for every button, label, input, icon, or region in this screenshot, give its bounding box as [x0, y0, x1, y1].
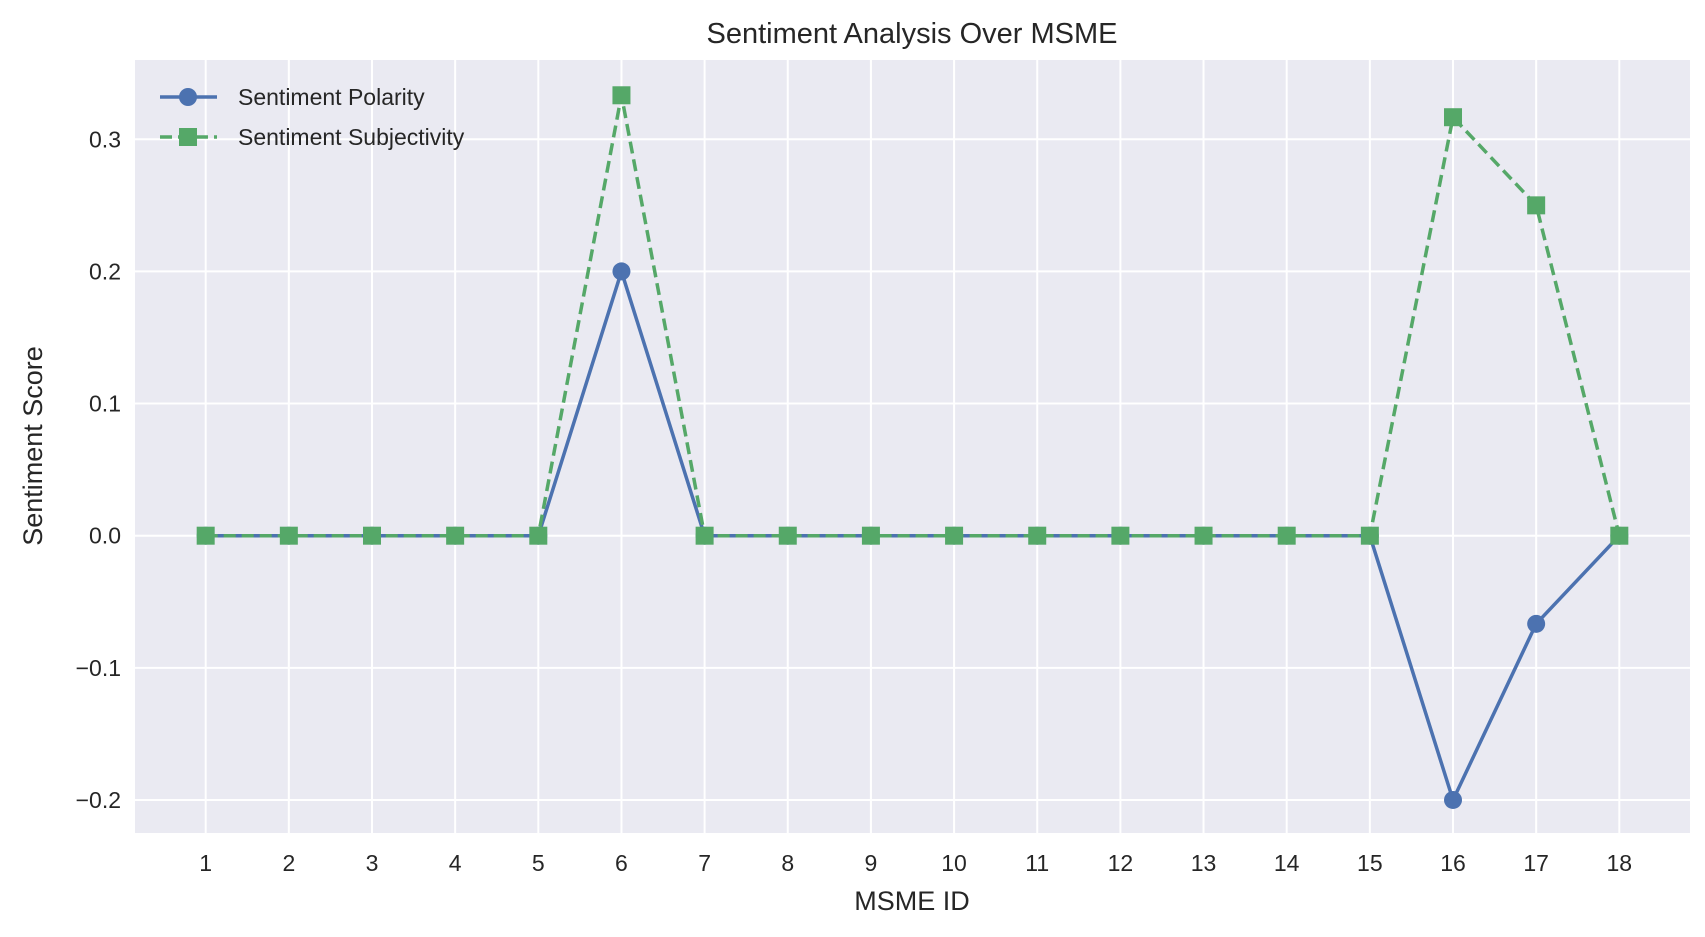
legend-marker-subjectivity [179, 128, 197, 146]
data-point-subjectivity [861, 526, 880, 545]
x-tick-label: 7 [698, 850, 711, 876]
y-tick-label: −0.2 [76, 787, 121, 813]
data-point-subjectivity [945, 526, 964, 545]
chart-title: Sentiment Analysis Over MSME [707, 18, 1118, 50]
data-point-polarity [1527, 614, 1546, 633]
x-tick-label: 15 [1357, 850, 1383, 876]
y-tick-label: 0.1 [89, 391, 121, 417]
x-tick-label: 5 [532, 850, 545, 876]
data-point-subjectivity [196, 526, 215, 545]
y-tick-label: −0.1 [76, 655, 121, 681]
tick-labels: 1 2 3 4 5 6 7 8 9 10 11 12 13 14 15 16 17 18−0.2−0.10.00.… [76, 126, 1633, 876]
data-point-subjectivity [1527, 196, 1546, 215]
data-point-subjectivity [612, 86, 631, 105]
series-line-subjectivity [205, 93, 1622, 538]
y-tick-label: 0.2 [89, 258, 121, 284]
x-tick-label: 14 [1274, 850, 1300, 876]
data-point-subjectivity [1360, 526, 1379, 545]
data-point-subjectivity [279, 526, 298, 545]
legend-label-subjectivity: Sentiment Subjectivity [238, 124, 465, 150]
data-point-subjectivity [362, 526, 381, 545]
y-tick-label: 0.0 [89, 523, 121, 549]
grid-lines [135, 60, 1690, 833]
y-axis-label: Sentiment Score [18, 346, 48, 546]
data-point-subjectivity [1028, 526, 1047, 545]
x-tick-label: 17 [1523, 850, 1549, 876]
data-point-subjectivity [1111, 526, 1130, 545]
x-tick-label: 8 [781, 850, 794, 876]
x-tick-label: 13 [1191, 850, 1217, 876]
x-tick-label: 16 [1440, 850, 1466, 876]
series-layer [196, 86, 1629, 809]
data-point-subjectivity [446, 526, 465, 545]
plot-background [135, 60, 1690, 833]
x-tick-label: 9 [865, 850, 878, 876]
x-axis-label: MSME ID [854, 886, 970, 916]
data-point-subjectivity [1277, 526, 1296, 545]
legend-marker-polarity [179, 88, 197, 106]
x-tick-label: 2 [282, 850, 295, 876]
data-point-subjectivity [1610, 526, 1629, 545]
x-tick-label: 18 [1607, 850, 1633, 876]
data-point-subjectivity [1444, 108, 1463, 127]
legend-entry-polarity: Sentiment Polarity [160, 84, 425, 110]
data-point-subjectivity [1194, 526, 1213, 545]
x-tick-label: 1 [199, 850, 212, 876]
legend-label-polarity: Sentiment Polarity [238, 84, 425, 110]
legend: Sentiment Polarity Sentiment Subjectivit… [160, 84, 465, 150]
data-point-subjectivity [695, 526, 714, 545]
data-point-subjectivity [529, 526, 548, 545]
x-tick-label: 12 [1108, 850, 1134, 876]
x-tick-label: 11 [1025, 850, 1049, 876]
legend-entry-subjectivity: Sentiment Subjectivity [160, 124, 465, 150]
x-tick-label: 10 [941, 850, 967, 876]
x-tick-label: 3 [366, 850, 379, 876]
data-point-polarity [1444, 790, 1463, 809]
x-tick-label: 6 [615, 850, 628, 876]
data-point-polarity [612, 262, 631, 281]
x-tick-label: 4 [449, 850, 462, 876]
y-tick-label: 0.3 [89, 126, 121, 152]
data-point-subjectivity [778, 526, 797, 545]
